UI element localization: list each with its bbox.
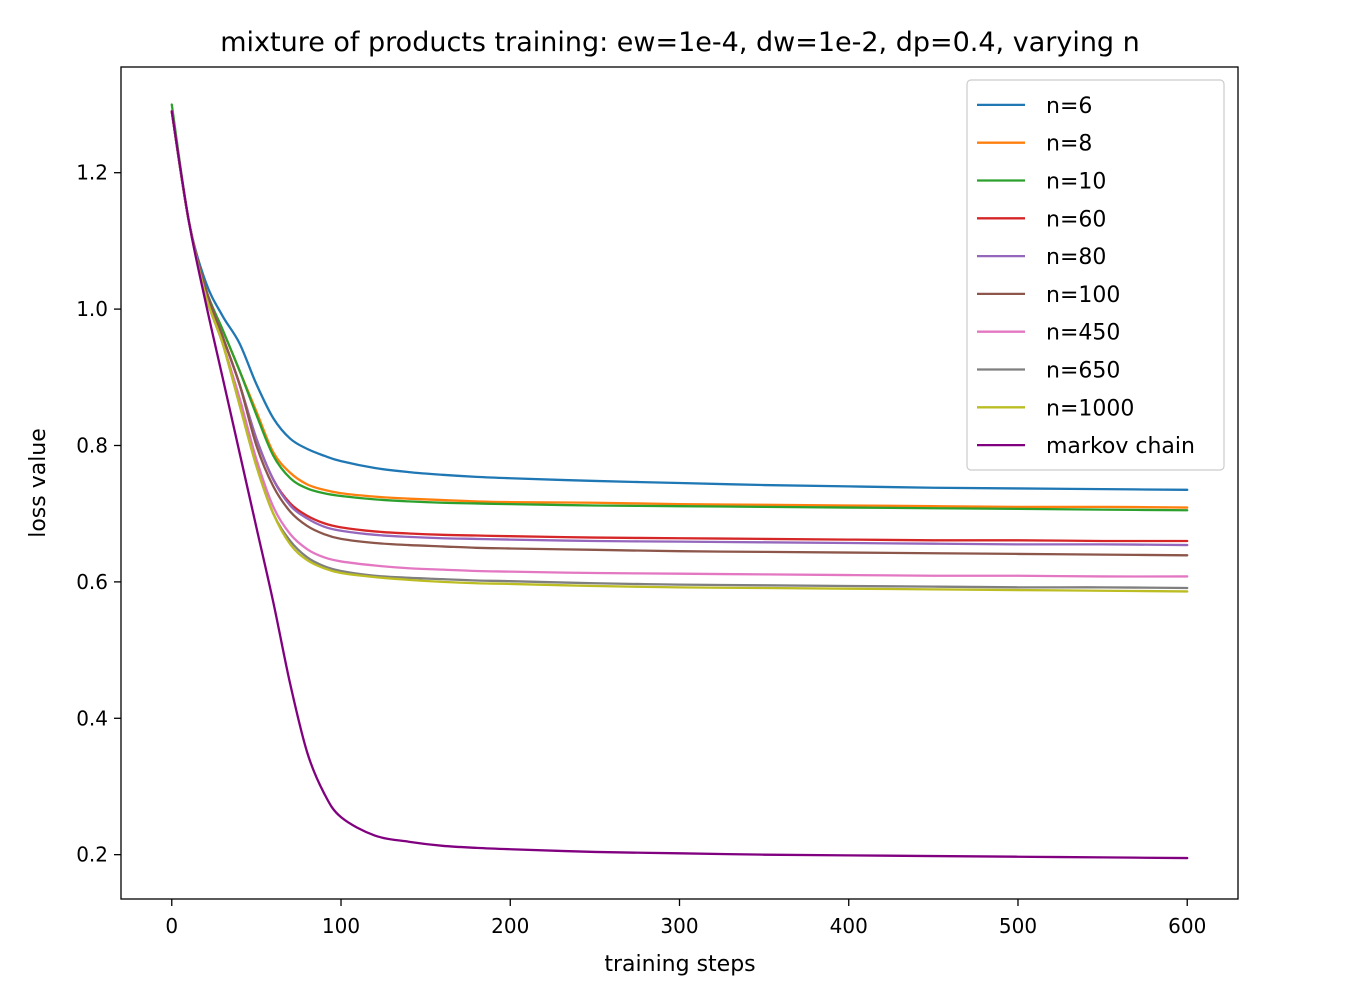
series-line-8 — [170, 110, 1189, 593]
legend-label-0: n=6 — [1046, 94, 1092, 119]
x-tick-label: 400 — [830, 914, 868, 938]
legend-label-9: markov chain — [1046, 434, 1195, 459]
legend-label-3: n=60 — [1046, 207, 1106, 232]
y-tick-label: 0.2 — [76, 843, 108, 867]
x-tick-label: 300 — [660, 914, 698, 938]
series-line-9 — [170, 110, 1189, 860]
series-layer — [170, 103, 1189, 860]
y-tick-label: 0.8 — [76, 433, 108, 457]
y-tick-label: 0.4 — [76, 706, 108, 730]
y-tick-label: 0.6 — [76, 570, 108, 594]
legend-label-8: n=1000 — [1046, 396, 1134, 421]
series-line-6 — [170, 110, 1189, 578]
x-tick-label: 200 — [491, 914, 529, 938]
y-tick-label: 1.0 — [76, 297, 108, 321]
x-tick-label: 100 — [322, 914, 360, 938]
y-axis: 0.2 0.4 0.6 0.8 1.0 1.2 — [76, 161, 121, 867]
legend-box — [966, 79, 1225, 471]
legend: n=6 n=8 n=10 n=60 n=80 n=100 n=450 n=650 n=1000 m… — [966, 79, 1225, 471]
series-line-0 — [170, 110, 1189, 491]
x-axis-label: training steps — [604, 952, 755, 977]
series-line-5 — [170, 110, 1189, 557]
legend-label-7: n=650 — [1046, 359, 1120, 384]
series-line-2 — [170, 103, 1189, 512]
chart-title: mixture of products training: ew=1e-4, d… — [220, 27, 1140, 58]
legend-label-6: n=450 — [1046, 321, 1120, 346]
legend-label-2: n=10 — [1046, 170, 1106, 195]
legend-label-1: n=8 — [1046, 132, 1092, 157]
x-axis: 0 100 200 300 400 500 600 — [165, 899, 1206, 938]
x-tick-label: 600 — [1168, 914, 1206, 938]
y-tick-label: 1.2 — [76, 161, 108, 185]
x-tick-label: 0 — [165, 914, 178, 938]
y-axis-label: loss value — [26, 428, 51, 538]
legend-label-4: n=80 — [1046, 245, 1106, 270]
legend-label-5: n=100 — [1046, 283, 1120, 308]
x-tick-label: 500 — [999, 914, 1037, 938]
